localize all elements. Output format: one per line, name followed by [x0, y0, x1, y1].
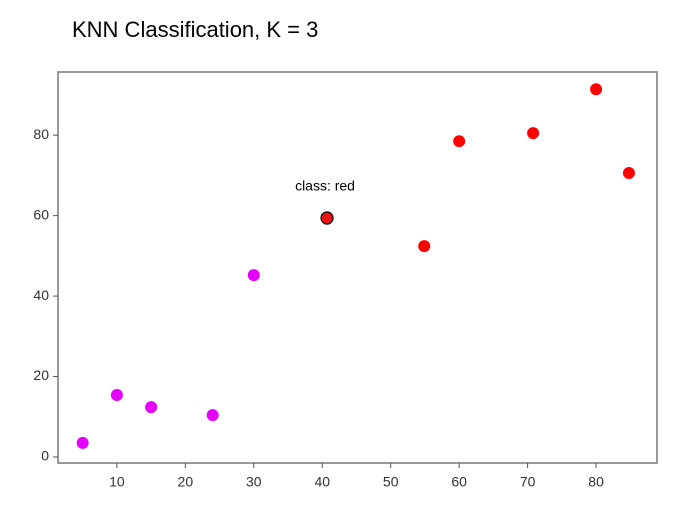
- point: [590, 83, 603, 96]
- y-tick-label: 20: [33, 367, 49, 383]
- point: [320, 211, 334, 225]
- x-tick-label: 50: [383, 474, 399, 490]
- point: [110, 389, 123, 402]
- point: [206, 409, 219, 422]
- x-tick-label: 60: [451, 474, 467, 490]
- point: [76, 436, 89, 449]
- y-tick-label: 0: [41, 448, 49, 464]
- plot-frame: [57, 71, 658, 464]
- point: [622, 166, 635, 179]
- x-tick-label: 70: [520, 474, 536, 490]
- y-tick-label: 60: [33, 206, 49, 222]
- point: [527, 127, 540, 140]
- x-tick-label: 80: [588, 474, 604, 490]
- point: [145, 401, 158, 414]
- x-tick-label: 30: [246, 474, 262, 490]
- point: [247, 269, 260, 282]
- point: [453, 135, 466, 148]
- y-tick-label: 80: [33, 126, 49, 142]
- x-tick-label: 40: [314, 474, 330, 490]
- x-tick-label: 20: [178, 474, 194, 490]
- point: [418, 240, 431, 253]
- chart-title: KNN Classification, K = 3: [72, 17, 318, 42]
- x-tick-label: 10: [109, 474, 125, 490]
- annotation: class: red: [295, 178, 355, 194]
- y-tick-label: 40: [33, 287, 49, 303]
